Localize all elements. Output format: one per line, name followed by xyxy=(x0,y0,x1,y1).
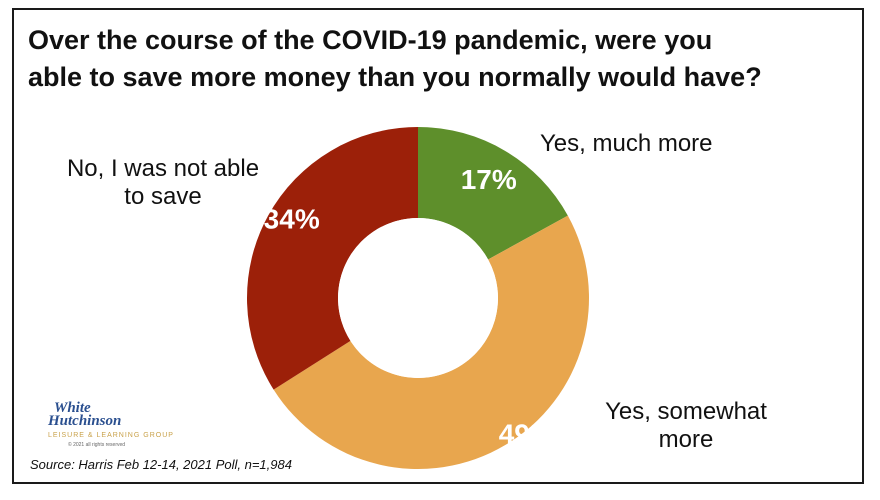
slice-yes-much-more xyxy=(418,127,568,260)
category-label-no-line-2: to save xyxy=(124,183,202,210)
category-label-yes-somewhat-more: Yes, somewhat more xyxy=(586,398,786,454)
logo-line-1: White xyxy=(54,400,91,416)
logo-copyright: © 2021 all rights reserved xyxy=(68,442,126,448)
value-label-yes-much-more: 17% xyxy=(461,164,517,195)
logo-line-2: Hutchinson xyxy=(48,413,122,429)
category-label-yes-somewhat-more-line-2: more xyxy=(658,426,714,453)
chart-title: Over the course of the COVID-19 pandemic… xyxy=(28,22,858,96)
category-label-yes-somewhat-more-line-1: Yes, somewhat xyxy=(605,398,767,425)
category-label-no-line-1: No, I was not able xyxy=(66,155,260,182)
chart-title-line-1: Over the course of the COVID-19 pandemic… xyxy=(28,25,713,55)
category-label-no: No, I was not able to save xyxy=(48,155,278,211)
logo-tagline: LEISURE & LEARNING GROUP xyxy=(48,432,174,439)
value-label-no: 34% xyxy=(264,203,320,234)
slice-no xyxy=(247,127,418,390)
donut-hole xyxy=(338,218,498,378)
source-note: Source: Harris Feb 12-14, 2021 Poll, n=1… xyxy=(30,457,292,472)
slice-yes-somewhat-more xyxy=(273,215,589,469)
chart-title-line-2: able to save more money than you normall… xyxy=(28,62,762,92)
white-hutchinson-logo: White Hutchinson LEISURE & LEARNING GROU… xyxy=(44,399,173,455)
category-label-yes-much-more: Yes, much more xyxy=(540,130,713,158)
value-label-yes-somewhat-more: 49% xyxy=(499,419,555,450)
category-label-yes-much-more-line-1: Yes, much more xyxy=(540,130,713,157)
